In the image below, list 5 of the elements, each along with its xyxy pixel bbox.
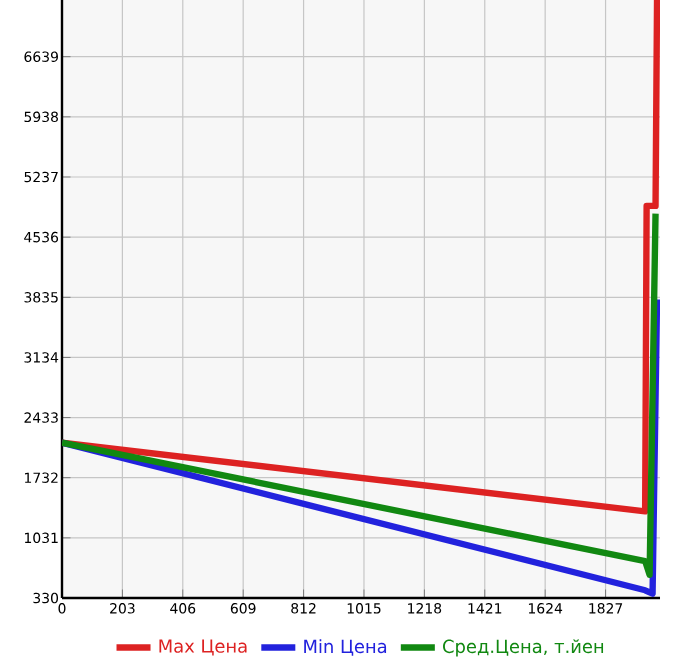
legend-label: Сред.Цена, т.йен — [443, 639, 604, 657]
line-series — [62, 0, 661, 515]
legend-label: Min Цена — [304, 639, 387, 656]
line-series — [62, 210, 659, 579]
legend-label: Max Цена — [159, 639, 247, 656]
